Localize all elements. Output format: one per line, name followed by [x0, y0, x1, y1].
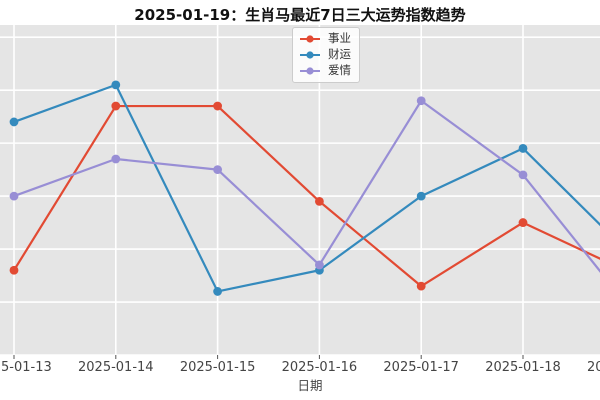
legend-label: 事业 [328, 31, 351, 45]
data-point-marker [416, 96, 426, 106]
x-tick-label: 2025-01-15 [179, 360, 256, 375]
legend-label: 爱情 [328, 63, 351, 78]
x-tick-label: 2025-01-13 [0, 360, 52, 375]
legend-line-marker-icon [300, 51, 320, 59]
legend-item-love: 爱情 [299, 64, 351, 77]
data-point-marker [111, 154, 121, 164]
data-point-marker [416, 281, 426, 291]
x-tick-label: 2025-01-16 [281, 360, 358, 375]
data-point-marker [518, 218, 528, 227]
legend: 事业 财运 爱情 [292, 27, 360, 83]
data-point-marker [315, 260, 324, 270]
data-point-marker [111, 80, 121, 90]
data-point-marker [518, 144, 528, 153]
chart-title: 2025-01-19：生肖马最近7日三大运势指数趋势 [134, 6, 466, 24]
data-point-marker [213, 165, 223, 175]
data-point-marker [315, 196, 324, 206]
data-point-marker [518, 170, 528, 180]
data-point-marker [111, 101, 121, 111]
legend-line-marker-icon [300, 35, 320, 43]
x-tick-label: 2025-01-17 [383, 360, 459, 375]
legend-item-wealth: 财运 [299, 47, 351, 62]
legend-line-marker-icon [300, 67, 320, 75]
legend-label: 财运 [328, 47, 351, 62]
data-point-marker [9, 265, 19, 275]
data-point-marker [9, 191, 19, 201]
data-point-marker [213, 101, 223, 111]
x-tick-label: 2025-01-14 [78, 360, 154, 375]
data-point-marker [213, 287, 223, 296]
x-axis-label: 日期 [297, 378, 323, 393]
data-point-marker [416, 191, 426, 201]
x-tick-label: 2025-01-18 [485, 360, 561, 375]
legend-item-career: 事业 [299, 31, 351, 45]
x-tick-label: 2025-01-19 [587, 360, 600, 375]
data-point-marker [9, 117, 19, 127]
